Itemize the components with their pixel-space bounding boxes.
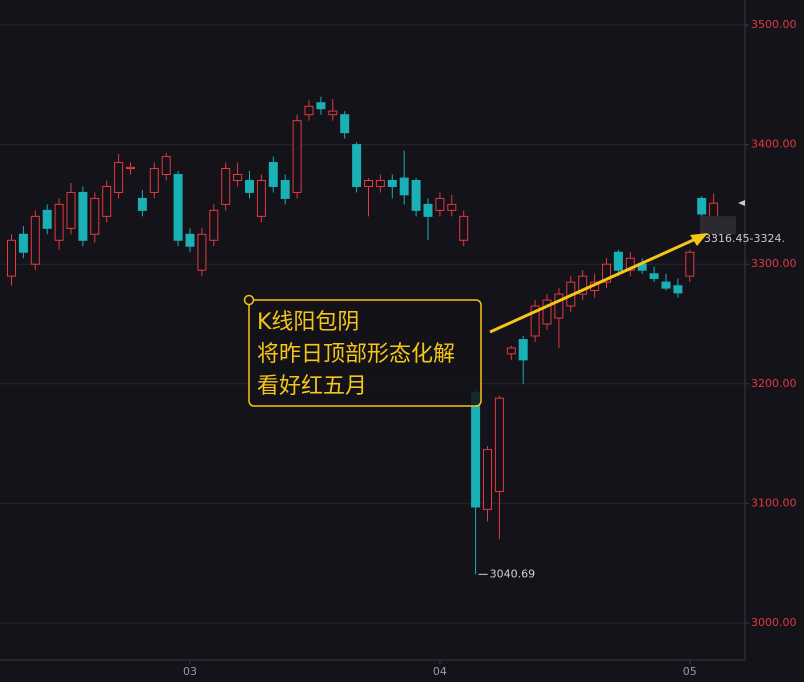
x-tick-label: 04 (433, 665, 447, 678)
candle-body (375, 179, 385, 187)
candle-body (197, 233, 207, 271)
candle-body (137, 197, 147, 211)
candle-body (280, 179, 290, 199)
candle-body (78, 191, 88, 241)
y-tick-label: 3200.00 (751, 377, 797, 390)
candle-body (126, 166, 135, 170)
candle-body (173, 174, 183, 241)
candle-body (292, 120, 302, 193)
y-tick-label: 3500.00 (751, 18, 797, 31)
y-tick-label: 3100.00 (751, 496, 797, 509)
candle-body (268, 162, 278, 187)
candle-body (613, 251, 623, 271)
candle-body (685, 251, 695, 277)
y-tick-label: 3000.00 (751, 616, 797, 629)
candle-body (66, 191, 76, 229)
candle-body (494, 397, 504, 492)
candle-body (518, 339, 528, 361)
candle-body (114, 162, 124, 193)
candle-body (328, 110, 338, 116)
candle-body (364, 179, 373, 187)
candle-body (554, 293, 564, 319)
candle-body (54, 203, 64, 241)
annotation-text: K线阳包阴 (257, 310, 359, 335)
x-tick-label: 05 (683, 665, 697, 678)
annotation-dot (243, 294, 255, 306)
arrow-head (690, 233, 708, 246)
candle-body (625, 257, 635, 271)
candle-body (578, 275, 588, 295)
trend-arrow (489, 235, 701, 334)
candle-body (42, 209, 52, 229)
candle-body (245, 179, 254, 193)
candle-body (471, 391, 481, 508)
candle-body (209, 209, 219, 241)
candle-body (399, 177, 409, 196)
candle-body (102, 185, 112, 217)
candle-body (149, 168, 159, 193)
price-label: 3316.45-3324. (704, 232, 785, 245)
candle-body (435, 197, 445, 211)
annotation-text: 将昨日顶部形态化解 (257, 342, 455, 367)
low-label: 3040.69 (490, 567, 535, 580)
candle-body (30, 215, 40, 265)
candle-body (530, 305, 540, 337)
annotation-box (248, 299, 482, 407)
candle-body (18, 233, 28, 253)
candle-body (423, 203, 433, 217)
candle-body (387, 179, 397, 187)
price-marker (738, 200, 745, 206)
candle-body (90, 197, 100, 235)
candle-body (221, 168, 231, 205)
y-tick-label: 3300.00 (751, 257, 797, 270)
y-tick-label: 3400.00 (751, 138, 797, 151)
candle-body (304, 105, 314, 116)
candle-body (661, 281, 671, 289)
candle-body (506, 347, 516, 355)
candle-body (542, 299, 552, 325)
candle-body (340, 114, 350, 134)
candle-body (459, 215, 469, 241)
candle-body (185, 233, 195, 247)
x-tick-label: 03 (183, 665, 197, 678)
candle-body (256, 179, 266, 217)
candle-body (447, 203, 457, 211)
candle-body (411, 179, 421, 211)
candle-body (483, 449, 492, 510)
candle-body (649, 273, 659, 280)
price-label-bg (700, 216, 736, 235)
candle-body (352, 144, 362, 187)
candle-body (161, 156, 171, 175)
candle-body (316, 102, 326, 110)
candle-body (7, 239, 16, 277)
candle-body (233, 174, 243, 181)
candle-body (697, 197, 707, 215)
candle-body (602, 263, 611, 283)
annotation-text: 看好红五月 (257, 374, 367, 399)
candle-body (673, 285, 683, 294)
